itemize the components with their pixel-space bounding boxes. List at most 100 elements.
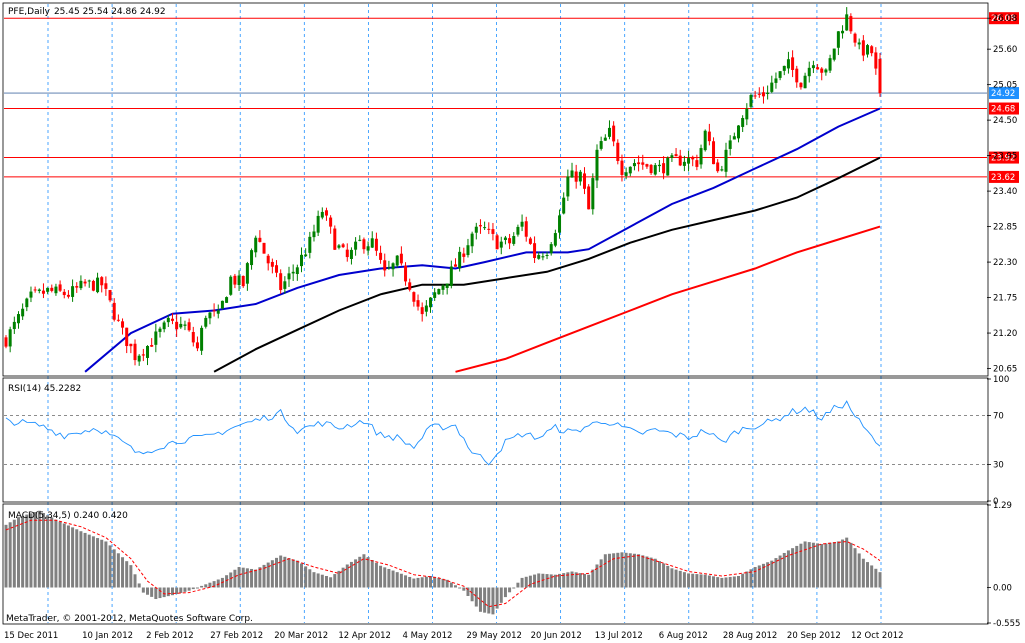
candle-body bbox=[304, 254, 308, 257]
candle-body bbox=[612, 125, 616, 142]
macd-bar bbox=[62, 523, 66, 588]
candle-body bbox=[782, 65, 786, 71]
candle-body bbox=[212, 310, 216, 312]
macd-bar bbox=[50, 517, 54, 588]
macd-bar bbox=[591, 569, 595, 588]
candle-body bbox=[29, 291, 33, 298]
macd-bar bbox=[849, 542, 853, 588]
macd-bar bbox=[112, 549, 116, 588]
candle-body bbox=[287, 273, 291, 280]
candle-body bbox=[791, 57, 795, 70]
macd-bar bbox=[682, 572, 686, 588]
candle-body bbox=[345, 249, 349, 258]
macd-bar bbox=[395, 572, 399, 588]
macd-bar bbox=[162, 587, 166, 598]
candle-body bbox=[241, 275, 245, 287]
macd-bar bbox=[433, 576, 437, 588]
macd-bar bbox=[379, 565, 383, 588]
macd-bar bbox=[616, 552, 620, 588]
macd-bar bbox=[312, 572, 316, 588]
macd-bar bbox=[803, 541, 807, 588]
time-tick-label: 20 Jun 2012 bbox=[531, 631, 582, 641]
macd-bar bbox=[254, 569, 258, 588]
macd-bar bbox=[524, 576, 528, 588]
candle-body bbox=[770, 82, 774, 92]
macd-bar bbox=[183, 587, 187, 592]
candle-body bbox=[383, 260, 387, 271]
candle-body bbox=[637, 162, 641, 165]
level-tag bbox=[989, 170, 1019, 183]
macd-bar bbox=[732, 576, 736, 588]
macd-bar bbox=[749, 569, 753, 588]
macd-bar bbox=[58, 521, 62, 588]
candle-body bbox=[512, 236, 516, 244]
vertical-grid bbox=[47, 4, 882, 623]
macd-bar bbox=[620, 552, 624, 588]
candle-body bbox=[250, 250, 254, 266]
macd-bar bbox=[424, 576, 428, 588]
candle-body bbox=[408, 282, 412, 290]
macd-bar bbox=[108, 545, 112, 588]
candle-body bbox=[645, 164, 649, 167]
candle-body bbox=[845, 14, 849, 31]
macd-bar bbox=[187, 587, 191, 591]
candle-body bbox=[366, 246, 370, 251]
macd-bar bbox=[816, 543, 820, 588]
macd-bar bbox=[437, 577, 441, 588]
candle-body bbox=[399, 253, 403, 264]
macd-bar bbox=[462, 587, 466, 591]
candle-body bbox=[333, 228, 337, 250]
candle-body bbox=[499, 241, 503, 248]
macd-bar bbox=[508, 587, 512, 593]
candle-body bbox=[870, 46, 874, 54]
candle-body bbox=[641, 162, 645, 165]
candle-body bbox=[766, 92, 770, 94]
candle-body bbox=[595, 149, 599, 181]
time-tick-label: 12 Apr 2012 bbox=[338, 631, 391, 641]
candle-body bbox=[678, 155, 682, 166]
candle-body bbox=[720, 169, 724, 171]
candle-body bbox=[50, 287, 54, 291]
macd-bar bbox=[304, 566, 308, 588]
candle-body bbox=[699, 148, 703, 165]
candle-body bbox=[183, 324, 187, 326]
macd-bar bbox=[699, 574, 703, 588]
macd-bar bbox=[774, 558, 778, 588]
candle-body bbox=[175, 321, 179, 330]
candle-body bbox=[503, 237, 507, 241]
candle-body bbox=[79, 280, 83, 289]
candle-body bbox=[483, 227, 487, 229]
macd-bar bbox=[270, 560, 274, 588]
macd-bar bbox=[299, 563, 303, 588]
macd-panel[interactable]: 1.29 0.00 -0.555 bbox=[4, 501, 1021, 629]
macd-bar bbox=[341, 567, 345, 588]
bid-tag bbox=[989, 87, 1019, 100]
macd-bar bbox=[12, 519, 16, 588]
price-tick-label: 23.40 bbox=[993, 187, 1017, 197]
candle-body bbox=[441, 285, 445, 290]
candle-body bbox=[841, 30, 845, 34]
macd-bar bbox=[632, 553, 636, 588]
candle-body bbox=[832, 48, 836, 60]
rsi-panel[interactable]: 100 70 30 0 bbox=[4, 375, 1009, 507]
level-tag-label: 23.62 bbox=[991, 173, 1015, 183]
macd-bar bbox=[624, 552, 628, 588]
macd-bar bbox=[653, 558, 657, 588]
macd-bar bbox=[720, 577, 724, 588]
time-tick-label: 10 Jan 2012 bbox=[82, 631, 133, 641]
candle-body bbox=[349, 249, 353, 259]
macd-bar bbox=[707, 575, 711, 588]
candle-body bbox=[312, 231, 316, 238]
candle-body bbox=[46, 287, 50, 292]
macd-bar bbox=[291, 559, 295, 588]
candle-body bbox=[71, 286, 75, 297]
panel-frames bbox=[2, 2, 989, 625]
candle-body bbox=[58, 284, 62, 291]
macd-bar bbox=[225, 575, 229, 588]
macd-bar bbox=[466, 587, 470, 596]
price-panel[interactable]: 26.08 24.68 23.92 23.62 24.92 bbox=[4, 7, 1019, 373]
candle-body bbox=[316, 215, 320, 233]
macd-bar bbox=[662, 563, 666, 588]
moving-average-long bbox=[455, 225, 881, 373]
